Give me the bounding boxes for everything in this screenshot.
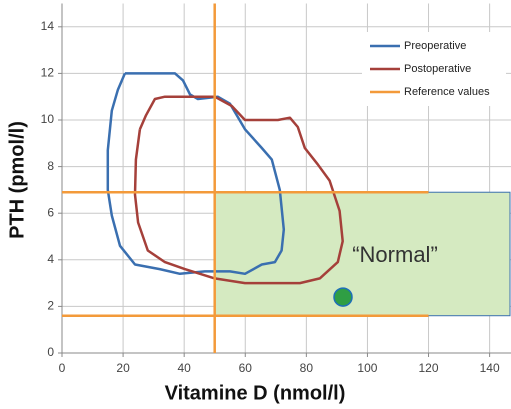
point (333, 287, 353, 307)
y-tick-label: 12 (41, 66, 55, 80)
normal-region (214, 191, 511, 317)
y-tick-label: 2 (47, 299, 54, 313)
x-tick-label: 20 (116, 361, 130, 375)
series-line (106, 72, 286, 276)
y-tick-label: 8 (47, 159, 54, 173)
y-tick-label: 10 (41, 112, 55, 126)
normal-label: “Normal” (352, 242, 438, 267)
y-axis-label: PTH (pmol/l) (6, 121, 28, 239)
legend-label: Reference values (404, 86, 490, 98)
x-tick-label: 40 (177, 361, 191, 375)
y-tick-label: 6 (47, 205, 54, 219)
y-tick-label: 4 (47, 252, 54, 266)
x-tick-label: 100 (357, 361, 377, 375)
x-tick-label: 140 (480, 361, 500, 375)
x-tick-label: 80 (300, 361, 314, 375)
series-line (133, 95, 344, 285)
legend-label: Preoperative (404, 40, 466, 52)
y-tick-label: 0 (47, 345, 54, 359)
x-tick-label: 120 (419, 361, 439, 375)
y-tick-label: 14 (41, 19, 55, 33)
series-line (62, 3, 429, 353)
x-tick-label: 0 (59, 361, 66, 375)
x-tick-label: 60 (239, 361, 253, 375)
x-axis-label: Vitamine D (nmol/l) (165, 382, 346, 404)
legend-label: Postoperative (404, 63, 471, 75)
